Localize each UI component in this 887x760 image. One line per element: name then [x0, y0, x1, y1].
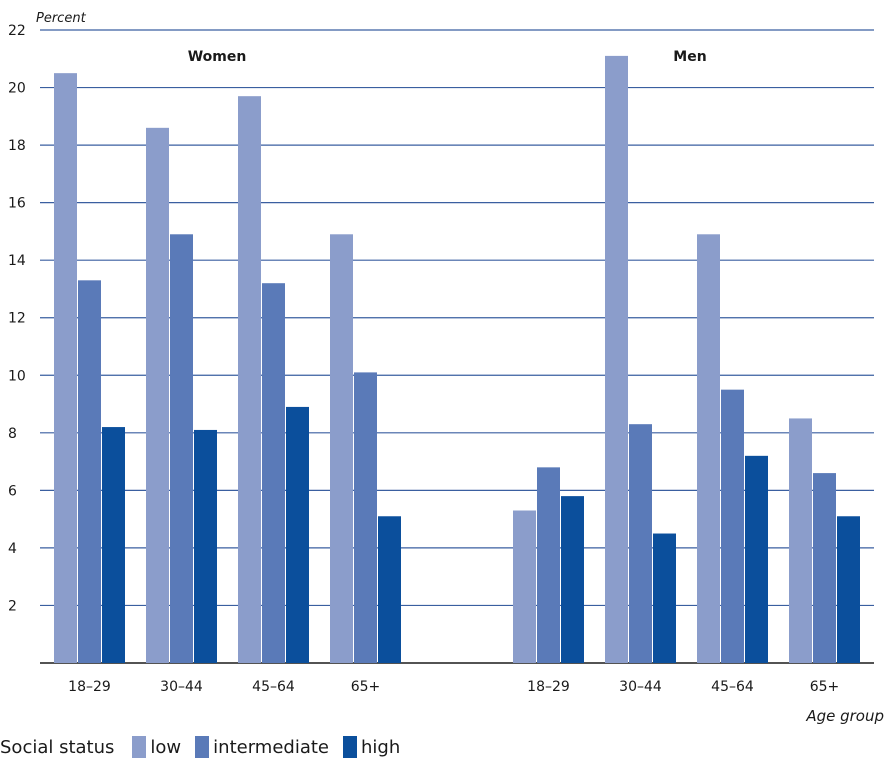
- bar-high: [561, 496, 584, 663]
- y-tick-label: 14: [8, 253, 26, 269]
- legend-label-intermediate: intermediate: [213, 737, 329, 758]
- bar-intermediate: [537, 467, 560, 663]
- x-tick-label: 65+: [810, 679, 840, 695]
- legend-entry-intermediate: intermediate: [195, 736, 329, 758]
- legend-swatch-high: [342, 736, 357, 758]
- x-tick-label: 18–29: [68, 679, 111, 695]
- y-tick-label: 2: [8, 598, 17, 614]
- x-tick-label: 65+: [351, 679, 381, 695]
- bar-high: [378, 516, 401, 663]
- legend-label-low: low: [150, 737, 182, 758]
- x-tick-label: 30–44: [619, 679, 662, 695]
- y-tick-label: 8: [8, 426, 17, 442]
- bar-low: [513, 510, 536, 663]
- bar-intermediate: [354, 372, 377, 663]
- x-axis-label: Age group: [805, 707, 884, 725]
- x-tick-label: 30–44: [160, 679, 203, 695]
- bar-low: [54, 73, 77, 664]
- panel-title: Women: [188, 49, 247, 65]
- y-tick-label: 22: [8, 23, 26, 39]
- legend-label-high: high: [360, 737, 401, 758]
- bar-low: [605, 55, 628, 664]
- panel-title: Men: [673, 49, 706, 65]
- bar-high: [102, 427, 125, 663]
- bar-low: [789, 418, 812, 663]
- legend-entry-low: low: [132, 736, 181, 758]
- bar-high: [745, 455, 768, 663]
- bar-high: [653, 533, 676, 663]
- legend-swatch-intermediate: [195, 736, 210, 758]
- x-tick-label: 18–29: [527, 679, 570, 695]
- bar-high: [194, 429, 217, 663]
- chart-svg: 2 4 6 8 10 12 14 16 18 20 22 Percent Women 18–29 30–44…: [8, 11, 884, 725]
- bar-high: [837, 516, 860, 663]
- legend-swatch-low: [132, 736, 147, 758]
- legend: Social status low intermediate high: [0, 734, 414, 760]
- bar-low: [146, 127, 169, 663]
- x-tick-label: 45–64: [711, 679, 754, 695]
- bar-low: [697, 234, 720, 663]
- bar-low: [238, 96, 261, 664]
- bar-high: [286, 406, 309, 663]
- bar-intermediate: [170, 234, 193, 663]
- y-tick-label: 16: [8, 196, 26, 212]
- legend-entry-high: high: [342, 736, 401, 758]
- x-tick-label: 45–64: [252, 679, 295, 695]
- bar-intermediate: [629, 424, 652, 663]
- y-tick-label: 4: [8, 541, 17, 557]
- y-tick-label: 6: [8, 483, 17, 499]
- y-tick-label: 12: [8, 311, 26, 327]
- y-tick-label: 18: [8, 138, 26, 154]
- legend-title: Social status: [0, 736, 115, 758]
- y-tick-label: 10: [8, 368, 26, 384]
- bar-low: [330, 234, 353, 663]
- bar-intermediate: [262, 283, 285, 663]
- bar-intermediate: [721, 389, 744, 663]
- bar-intermediate: [78, 280, 101, 663]
- y-tick-label: 20: [8, 81, 26, 97]
- y-axis-label: Percent: [36, 11, 87, 26]
- bar-intermediate: [813, 473, 836, 663]
